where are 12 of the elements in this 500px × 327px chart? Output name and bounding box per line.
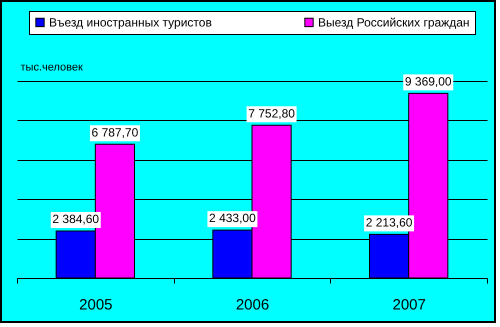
data-label: 2 384,60 (52, 212, 100, 226)
x-tick-label: 2006 (236, 296, 270, 314)
data-label: 2 433,00 (209, 211, 256, 226)
data-label: 9 369,00 (404, 74, 452, 88)
x-tick-label: 2005 (79, 296, 113, 314)
y-axis-title: тыс.человек (20, 62, 83, 74)
legend-label: Выезд Российских граждан (318, 15, 470, 30)
data-label: 7 752,80 (248, 106, 296, 120)
data-label: 6 787,70 (92, 125, 139, 140)
legend-label: Въезд иностранных туристов (49, 15, 212, 30)
x-tick-label: 2007 (392, 296, 426, 314)
data-label: 2 213,60 (366, 215, 413, 230)
